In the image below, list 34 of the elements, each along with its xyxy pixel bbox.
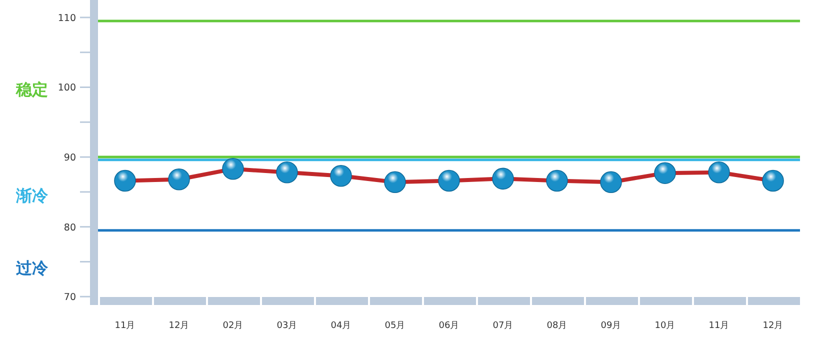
x-tick-label: 11月 [114, 321, 136, 331]
point [492, 168, 514, 190]
point [546, 170, 568, 192]
x-tick-label: 02月 [222, 321, 244, 331]
x-tick-label: 09月 [600, 321, 622, 331]
x-tick-label: 08月 [546, 321, 568, 331]
x-tick-label: 06月 [438, 321, 460, 331]
x-tick-label: 11月 [708, 321, 730, 331]
ref-line-label: 稳定 [15, 80, 48, 99]
ref-line-label: 渐冷 [15, 186, 49, 206]
point [438, 170, 460, 192]
x-tick-label: 07月 [492, 321, 514, 331]
point [654, 162, 676, 184]
y-tick-label: 70 [64, 292, 76, 304]
x-tick-label: 10月 [654, 321, 676, 331]
y-tick-label: 90 [64, 152, 76, 164]
point [708, 161, 730, 184]
point [330, 164, 352, 187]
point [600, 171, 622, 194]
y-tick-label: 100 [58, 82, 76, 94]
point [114, 170, 136, 192]
x-tick-label: 04月 [330, 321, 352, 331]
point [276, 161, 298, 184]
x-tick-label: 12月 [762, 321, 784, 331]
point [384, 171, 406, 194]
x-tick-label: 05月 [384, 321, 406, 331]
x-tick-label: 12月 [168, 321, 190, 331]
y-tick-label: 80 [64, 222, 76, 234]
ref-line-label: 过冷 [15, 258, 49, 278]
point [222, 158, 244, 180]
point [168, 168, 190, 190]
y-tick-label: 110 [58, 12, 76, 24]
point [762, 170, 784, 192]
x-tick-label: 03月 [276, 321, 298, 331]
